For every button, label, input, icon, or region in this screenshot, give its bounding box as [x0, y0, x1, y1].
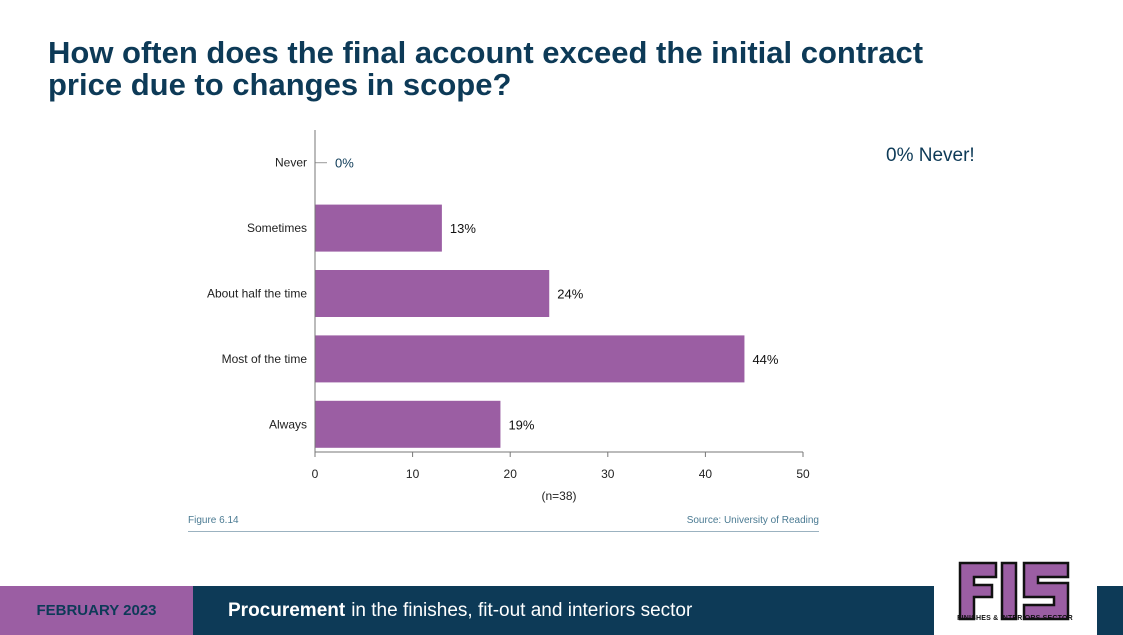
caption-divider	[188, 531, 819, 532]
bar-chart: Never 0% Sometimes 13% About half the time 24…	[207, 130, 810, 503]
footer-end-block	[1097, 586, 1123, 635]
footer-date: FEBRUARY 2023	[0, 586, 193, 635]
x-tick-label-30: 30	[601, 467, 615, 481]
bar-most-of-the-time	[315, 335, 745, 383]
value-label-always: 19%	[508, 417, 534, 432]
category-label-most-of-the-time: Most of the time	[222, 352, 308, 366]
footer: FEBRUARY 2023 Procurement in the finishe…	[0, 586, 1123, 635]
bar-about-half-the-time	[315, 270, 550, 317]
logo-caption: FINISHES & INTERIORS SECTOR	[957, 615, 1073, 622]
x-axis-label: (n=38)	[541, 489, 576, 503]
x-tick-label-10: 10	[406, 467, 420, 481]
figure-label: Figure 6.14	[188, 515, 239, 526]
bar-always	[315, 400, 501, 448]
value-label-never: 0%	[335, 156, 354, 171]
value-label-about-half-the-time: 24%	[557, 287, 583, 302]
x-tick-label-0: 0	[312, 467, 319, 481]
fis-logo	[958, 561, 1070, 621]
bar-sometimes	[315, 204, 442, 252]
page-title: How often does the final account exceed …	[48, 35, 924, 102]
source-label: Source: University of Reading	[686, 515, 819, 526]
x-tick-label-40: 40	[699, 467, 713, 481]
category-label-sometimes: Sometimes	[247, 221, 307, 235]
category-label-never: Never	[275, 156, 307, 170]
footer-title-rest: in the finishes, fit-out and interiors s…	[351, 599, 693, 621]
footer-title: Procurement in the finishes, fit-out and…	[193, 586, 934, 635]
x-tick-label-20: 20	[504, 467, 518, 481]
value-label-most-of-the-time: 44%	[752, 352, 778, 367]
x-axis-ticks: 0 10 20 30 40 50	[312, 452, 810, 481]
chart-bars: Never 0% Sometimes 13% About half the time 24…	[207, 156, 779, 448]
value-label-sometimes: 13%	[450, 221, 476, 236]
side-note: 0% Never!	[886, 145, 975, 166]
x-tick-label-50: 50	[796, 467, 810, 481]
category-label-always: Always	[269, 417, 307, 431]
category-label-about-half-the-time: About half the time	[207, 287, 307, 301]
footer-title-bold: Procurement	[228, 599, 346, 621]
